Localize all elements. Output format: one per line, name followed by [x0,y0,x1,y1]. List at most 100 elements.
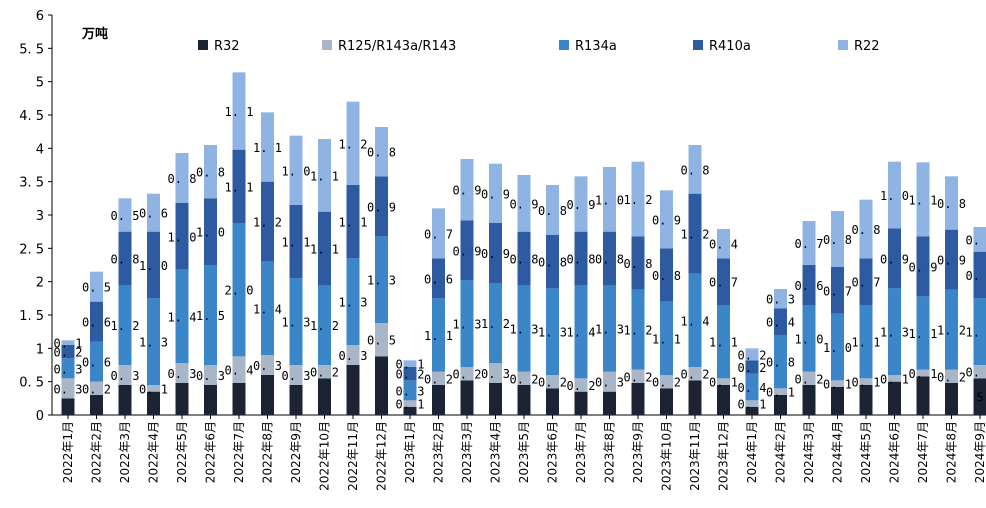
data-label: 0. 5 [111,209,140,223]
bar-segment-r410a [888,228,901,289]
bar-segment-r410a [204,198,217,265]
x-tick-label: 2024年8月 [945,421,959,483]
bar-segment-r134a [346,258,360,345]
bar-segment-r125-r143a-r143 [432,371,445,385]
data-label: 0. 5 [367,334,396,348]
data-label: 0. 4 [766,316,795,330]
bars-group [61,72,986,415]
bar-segment-r410a [90,301,103,342]
bar-segment-r125-r143a-r143 [90,381,103,395]
data-label: 0. 2 [624,370,653,384]
bar-segment-r410a [717,258,730,305]
data-label: 0. 7 [823,284,852,298]
bar-segment-r134a [232,223,246,357]
bar-segment-r134a [489,283,502,363]
bar-segment-r125-r143a-r143 [546,375,559,389]
x-tick-label: 2024年7月 [916,421,930,483]
data-label: 0. 8 [595,252,624,266]
bar-segment-r22 [261,112,274,182]
data-label: 0. 2 [424,372,453,386]
y-tick-label: 2. 5 [19,242,44,257]
legend-swatch [838,40,848,50]
bar-segment-r32 [118,385,132,415]
data-label: 1. 3 [880,326,909,340]
y-tick-label: 0. 5 [19,376,44,391]
bar-segment-r22 [688,145,702,194]
data-label: 0. 8 [766,356,795,370]
bar-segment-r22 [204,145,217,199]
bar-segment-r134a [546,288,559,375]
bar-segment-r134a [147,298,160,385]
x-tick-label: 2023年6月 [546,421,560,483]
data-label: 1. 0 [880,189,909,203]
bar-segment-r410a [660,248,673,302]
bar-segment-r22 [945,176,958,230]
bar-segment-r32 [973,378,986,415]
data-label: 0. 9 [510,197,539,211]
data-label: 1. 1 [424,329,453,343]
data-label: 0. 1 [766,386,795,400]
data-label: 0. 8 [538,256,567,270]
bar-segment-r410a [460,220,474,281]
bar-segment-r32 [631,383,645,415]
data-label: 0. 8 [367,146,396,160]
data-label: 1. 1 [225,105,254,119]
legend-label: R32 [214,39,240,54]
bar-segment-r410a [859,258,873,305]
bar-segment-r22 [973,227,986,252]
bar-segment-r134a [574,285,588,379]
bar-segment-r125-r143a-r143 [118,365,132,385]
bar-segment-r22 [147,193,160,232]
bar-segment-r22 [774,289,787,309]
bar-segment-r22 [717,229,730,259]
data-label: 1. 0 [823,341,852,355]
bar-segment-r32 [603,391,616,415]
data-label: 0. 5 [966,233,986,247]
x-tick-label: 2022年6月 [204,421,218,483]
data-label: 1. 0 [966,326,986,340]
data-label: 0. 2 [966,366,986,380]
bar-segment-r22 [432,208,445,259]
y-tick-label: 6 [36,9,44,24]
data-label: 1. 1 [253,141,282,155]
data-label: 1. 2 [937,324,966,338]
x-tick-label: 2023年8月 [603,421,617,483]
x-tick-label: 2022年1月 [61,421,75,483]
data-label: 0. 2 [82,382,111,396]
bar-segment-r410a [318,211,331,285]
data-label: 0. 4 [738,381,767,395]
data-label: 0. 2 [738,348,767,362]
bar-segment-r22 [831,211,844,267]
data-label: 1. 1 [852,336,881,350]
bar-segment-r410a [375,176,388,237]
data-label: 1. 0 [139,259,168,273]
data-label: 1. 0 [168,230,197,244]
data-label: 1. 4 [168,310,197,324]
bar-segment-r32 [916,376,930,415]
bar-segment-r22 [745,348,759,361]
data-label: 1. 1 [339,216,368,230]
bar-segment-r134a [888,288,901,375]
data-label: 1. 5 [196,309,225,323]
bar-segment-r134a [802,305,816,372]
data-label: 0. 1 [396,358,425,372]
bar-segment-r32 [460,380,474,415]
data-label: 1. 3 [510,322,539,336]
bar-segment-r125-r143a-r143 [916,369,930,377]
bar-segment-r125-r143a-r143 [289,365,303,385]
data-label: 0. 9 [453,244,482,258]
bar-segment-r134a [688,273,702,367]
bar-segment-r22 [90,271,103,302]
y-tick-label: 4. 5 [19,109,44,124]
data-label: 0. 8 [538,204,567,218]
data-labels-group: 0. 30. 30. 20. 10. 20. 60. 60. 50. 31. 2… [54,105,986,412]
data-label: 0. 8 [196,166,225,180]
legend-swatch [693,40,703,50]
bar-segment-r22 [603,167,616,232]
bar-segment-r125-r143a-r143 [574,378,588,392]
x-tick-label: 2022年2月 [90,421,104,483]
bar-segment-r125-r143a-r143 [888,375,901,382]
bar-segment-r32 [774,395,787,415]
bar-segment-r410a [603,231,616,285]
